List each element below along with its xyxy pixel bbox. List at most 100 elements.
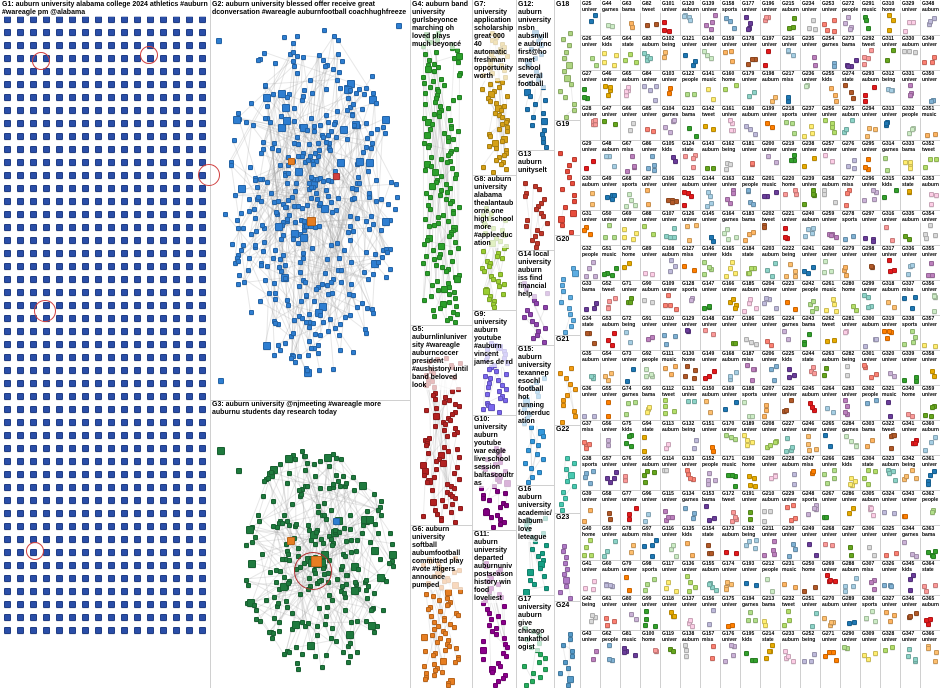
panel-title: G225 kids — [781, 351, 801, 363]
graph-node — [69, 42, 76, 49]
graph-node — [430, 122, 435, 127]
graph-node — [173, 575, 180, 582]
panel-title: G166 univer — [721, 281, 741, 293]
graph-node — [753, 132, 758, 137]
graph-node — [173, 536, 180, 543]
graph-node — [134, 627, 141, 634]
panel-title: G115 univer — [661, 491, 681, 503]
graph-node — [295, 54, 300, 59]
graph-node — [725, 580, 730, 585]
graph-node — [336, 52, 341, 57]
graph-node — [134, 224, 141, 231]
graph-node — [17, 588, 24, 595]
graph-node — [750, 161, 755, 166]
graph-node — [764, 296, 769, 301]
graph-node — [134, 328, 141, 335]
panel-title: G224 garnes — [781, 316, 801, 328]
graph-node — [160, 614, 167, 621]
panel-title: G52 tweet — [601, 281, 621, 293]
graph-node — [173, 55, 180, 62]
graph-node — [186, 562, 193, 569]
panel-title: G246 univer — [801, 421, 821, 433]
panel-title: G244 state — [801, 351, 821, 363]
graph-node — [908, 166, 913, 171]
graph-node — [834, 235, 839, 240]
graph-node — [851, 304, 856, 309]
graph-node — [95, 406, 102, 413]
graph-node — [285, 95, 290, 100]
graph-node — [285, 605, 290, 610]
graph-node — [774, 160, 779, 165]
graph-node — [147, 549, 154, 556]
graph-node — [30, 458, 37, 465]
graph-node — [30, 432, 37, 439]
graph-node — [186, 237, 193, 244]
graph-node — [563, 205, 568, 210]
panel-title: G272 people — [841, 1, 861, 13]
graph-node — [848, 545, 853, 550]
graph-node — [614, 266, 619, 271]
graph-node — [4, 614, 11, 621]
graph-node — [324, 87, 329, 92]
graph-node — [457, 73, 462, 78]
panel-title: G351 music — [921, 106, 941, 118]
graph-node — [764, 403, 769, 408]
graph-node — [30, 393, 37, 400]
graph-node — [147, 94, 154, 101]
graph-node — [434, 406, 439, 411]
graph-node — [43, 341, 50, 348]
graph-node — [383, 131, 388, 136]
graph-node — [43, 497, 50, 504]
graph-node — [322, 28, 327, 33]
graph-node — [451, 211, 456, 216]
graph-node — [673, 264, 678, 269]
graph-node — [332, 122, 337, 127]
panel-title: G177 univer — [741, 1, 761, 13]
graph-node — [629, 612, 634, 617]
graph-node — [913, 657, 918, 662]
graph-node — [121, 133, 128, 140]
graph-node — [121, 250, 128, 257]
graph-node — [30, 120, 37, 127]
graph-node — [199, 380, 206, 387]
graph-node — [603, 235, 608, 240]
graph-node — [134, 16, 141, 23]
panel-title: G202 tweet — [761, 211, 781, 223]
graph-node — [628, 128, 633, 133]
graph-node — [82, 549, 89, 556]
graph-node — [439, 188, 444, 193]
graph-node — [348, 527, 353, 532]
graph-node — [248, 165, 253, 170]
graph-node — [4, 315, 11, 322]
graph-node — [282, 104, 290, 112]
graph-node — [693, 368, 698, 373]
graph-node — [762, 509, 767, 514]
graph-node — [644, 374, 649, 379]
graph-node — [501, 292, 506, 297]
graph-node — [724, 167, 729, 172]
panel-divider — [516, 0, 517, 688]
graph-node — [804, 84, 809, 89]
graph-node — [272, 281, 277, 286]
graph-node — [173, 445, 180, 452]
graph-edge — [266, 143, 275, 345]
graph-node — [329, 636, 334, 641]
graph-node — [751, 367, 756, 372]
panel-title: G35 auburn — [581, 351, 601, 363]
graph-node — [488, 99, 493, 104]
panel-title: G62 people — [601, 631, 621, 643]
graph-node — [69, 68, 76, 75]
graph-node — [43, 614, 50, 621]
panel-title: G105 kids — [661, 141, 681, 153]
graph-node — [17, 406, 24, 413]
graph-node — [561, 490, 566, 495]
graph-node — [121, 536, 128, 543]
graph-edge — [270, 162, 312, 192]
graph-node — [666, 580, 671, 585]
graph-node — [863, 99, 868, 104]
graph-node — [843, 410, 848, 415]
graph-node — [56, 315, 63, 322]
graph-node — [650, 154, 655, 159]
graph-node — [711, 608, 716, 613]
graph-node — [134, 146, 141, 153]
